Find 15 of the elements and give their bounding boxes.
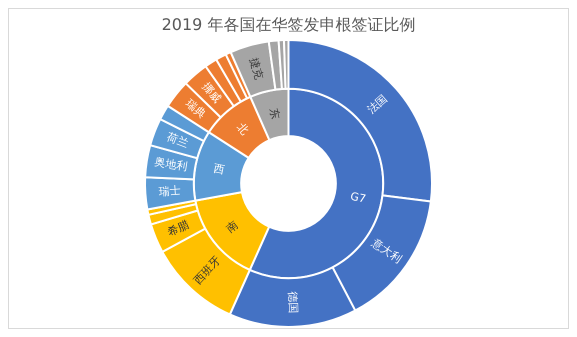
slice-label: 德国 <box>286 291 300 314</box>
chart-title: 2019 年各国在华签发申根签证比例 <box>160 14 416 36</box>
slice-label: 东 <box>267 107 282 121</box>
slice-label: 西 <box>212 162 226 177</box>
slice-label: 瑞士 <box>158 184 182 198</box>
slice-label: 意大利 <box>368 236 404 266</box>
slice-label: G7 <box>349 190 368 206</box>
slice-label: 北 <box>234 120 252 138</box>
slice-label: 希腊 <box>166 218 191 239</box>
slice-label: 捷克 <box>247 56 266 82</box>
slice-label: 奥地利 <box>154 155 188 174</box>
slice-label: 法国 <box>364 92 390 116</box>
slice-label: 南 <box>224 218 241 236</box>
slice-label: 荷兰 <box>164 130 190 150</box>
slice-label: 西班牙 <box>191 254 224 287</box>
